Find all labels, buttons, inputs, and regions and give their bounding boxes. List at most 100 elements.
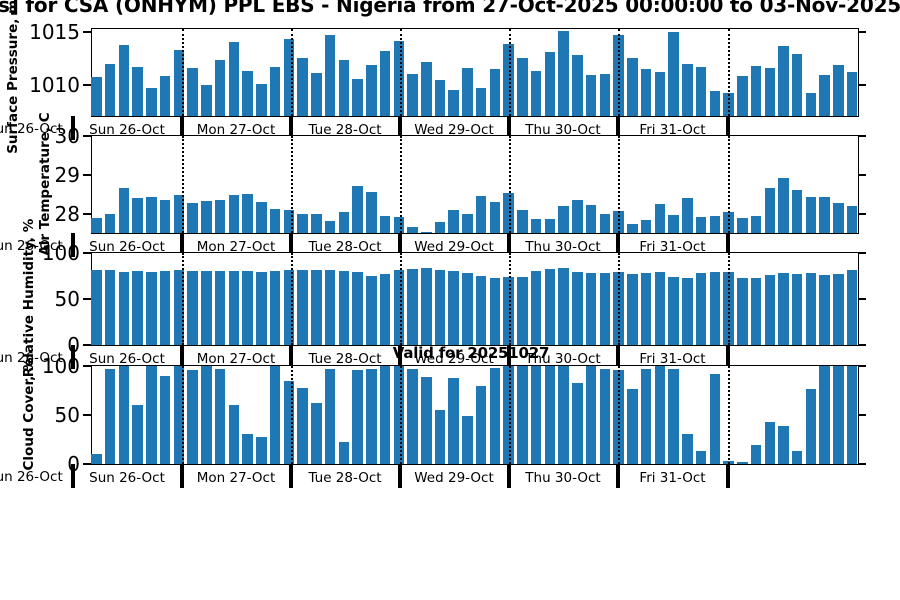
bar-relative-humidity bbox=[530, 271, 542, 345]
bar-air-temperature bbox=[269, 208, 281, 233]
bar-relative-humidity bbox=[297, 269, 308, 345]
bar-air-temperature bbox=[352, 186, 363, 233]
bar-cloud-cover bbox=[132, 405, 143, 464]
bar-surface-pressure bbox=[338, 60, 350, 116]
bar-relative-humidity bbox=[599, 273, 611, 345]
bar-air-temperature bbox=[791, 190, 803, 233]
x-day-label: Tue 28-Oct bbox=[308, 470, 382, 486]
bar-cloud-cover bbox=[750, 445, 762, 464]
x-major-tick bbox=[397, 464, 402, 488]
bar-cloud-cover bbox=[599, 368, 611, 464]
x-day-label: Thu 30-Oct bbox=[525, 122, 601, 138]
bar-relative-humidity bbox=[682, 277, 693, 345]
bar-surface-pressure bbox=[462, 67, 473, 116]
x-day-label: Sun 26-Oct bbox=[89, 122, 165, 138]
bar-relative-humidity bbox=[544, 268, 556, 345]
bar-air-temperature bbox=[750, 215, 762, 233]
bar-relative-humidity bbox=[311, 270, 322, 345]
day-boundary-dotted-line bbox=[618, 253, 620, 345]
bar-cloud-cover bbox=[791, 451, 803, 464]
bar-relative-humidity bbox=[640, 273, 652, 345]
bar-cloud-cover bbox=[654, 366, 666, 464]
bar-cloud-cover bbox=[434, 410, 446, 464]
x-day-label: Sun 26-Oct bbox=[89, 239, 165, 255]
bar-relative-humidity bbox=[283, 270, 295, 345]
x-day-label: Mon 27-Oct bbox=[196, 122, 276, 138]
bar-cloud-cover bbox=[778, 425, 789, 464]
x-major-tick bbox=[288, 233, 293, 257]
y-tick-label: 50 bbox=[54, 287, 80, 311]
bar-air-temperature bbox=[297, 213, 308, 233]
bar-relative-humidity bbox=[709, 272, 721, 345]
bar-surface-pressure bbox=[159, 76, 171, 116]
y-tick-mark-right bbox=[858, 365, 866, 367]
bar-surface-pressure bbox=[695, 66, 707, 116]
y-tick-mark-right bbox=[858, 135, 866, 137]
bar-surface-pressure bbox=[228, 41, 240, 116]
bar-cloud-cover bbox=[324, 368, 336, 464]
bar-surface-pressure bbox=[352, 79, 363, 116]
bar-air-temperature bbox=[366, 192, 377, 233]
bar-relative-humidity bbox=[434, 269, 446, 345]
bar-surface-pressure bbox=[654, 71, 666, 116]
bar-relative-humidity bbox=[668, 276, 679, 345]
bar-relative-humidity bbox=[201, 271, 212, 345]
bar-cloud-cover bbox=[764, 421, 775, 464]
bar-surface-pressure bbox=[791, 54, 803, 116]
clipped-day-label: Sun 26-Oct bbox=[0, 121, 63, 137]
bar-cloud-cover bbox=[104, 368, 116, 464]
bar-cloud-cover bbox=[256, 436, 267, 464]
bar-cloud-cover bbox=[407, 368, 418, 464]
bar-surface-pressure bbox=[393, 40, 405, 116]
bar-surface-pressure bbox=[489, 68, 501, 116]
day-boundary-dotted-line bbox=[290, 136, 293, 233]
day-boundary-dotted-line bbox=[399, 366, 402, 464]
bar-relative-humidity bbox=[132, 271, 143, 345]
bar-cloud-cover bbox=[159, 375, 171, 464]
bar-relative-humidity bbox=[627, 274, 638, 345]
y-tick-mark-right bbox=[858, 252, 866, 254]
day-boundary-dotted-line bbox=[399, 29, 402, 116]
bar-relative-humidity bbox=[462, 273, 473, 345]
bar-cloud-cover bbox=[819, 366, 830, 464]
x-day-label: Thu 30-Oct bbox=[525, 351, 601, 367]
bar-air-temperature bbox=[544, 219, 556, 233]
x-major-tick bbox=[70, 233, 75, 257]
bar-relative-humidity bbox=[448, 271, 459, 345]
bar-relative-humidity bbox=[269, 271, 281, 345]
day-boundary-dotted-line bbox=[290, 29, 293, 116]
x-day-label: Fri 31-Oct bbox=[639, 239, 706, 255]
bar-surface-pressure bbox=[846, 71, 858, 116]
bar-cloud-cover bbox=[558, 366, 569, 464]
bar-air-temperature bbox=[104, 213, 116, 233]
bar-air-temperature bbox=[118, 188, 130, 233]
bar-air-temperature bbox=[173, 194, 185, 233]
bar-relative-humidity bbox=[352, 272, 363, 345]
x-major-tick bbox=[397, 345, 402, 369]
bar-air-temperature bbox=[489, 201, 501, 233]
bar-cloud-cover bbox=[695, 451, 707, 464]
bar-cloud-cover bbox=[146, 366, 157, 464]
bar-cloud-cover bbox=[214, 368, 226, 464]
bar-surface-pressure bbox=[475, 87, 487, 116]
bar-relative-humidity bbox=[572, 272, 583, 345]
day-boundary-dotted-line bbox=[618, 136, 620, 233]
x-day-label: Thu 30-Oct bbox=[525, 470, 601, 486]
bar-air-temperature bbox=[668, 214, 679, 233]
x-major-tick bbox=[616, 345, 620, 369]
y-tick-mark bbox=[83, 31, 91, 34]
x-major-tick bbox=[616, 116, 620, 140]
bar-cloud-cover bbox=[173, 366, 185, 464]
bar-surface-pressure bbox=[764, 67, 775, 116]
bar-surface-pressure bbox=[585, 75, 597, 116]
bar-surface-pressure bbox=[530, 70, 542, 116]
x-day-label: Fri 31-Oct bbox=[639, 470, 706, 486]
bar-air-temperature bbox=[778, 178, 789, 233]
day-boundary-dotted-line bbox=[727, 136, 730, 233]
bar-surface-pressure bbox=[558, 31, 569, 116]
bar-surface-pressure bbox=[187, 67, 198, 116]
bar-surface-pressure bbox=[434, 80, 446, 116]
bar-air-temperature bbox=[214, 200, 226, 233]
bar-air-temperature bbox=[846, 205, 858, 233]
bar-cloud-cover bbox=[118, 366, 130, 464]
